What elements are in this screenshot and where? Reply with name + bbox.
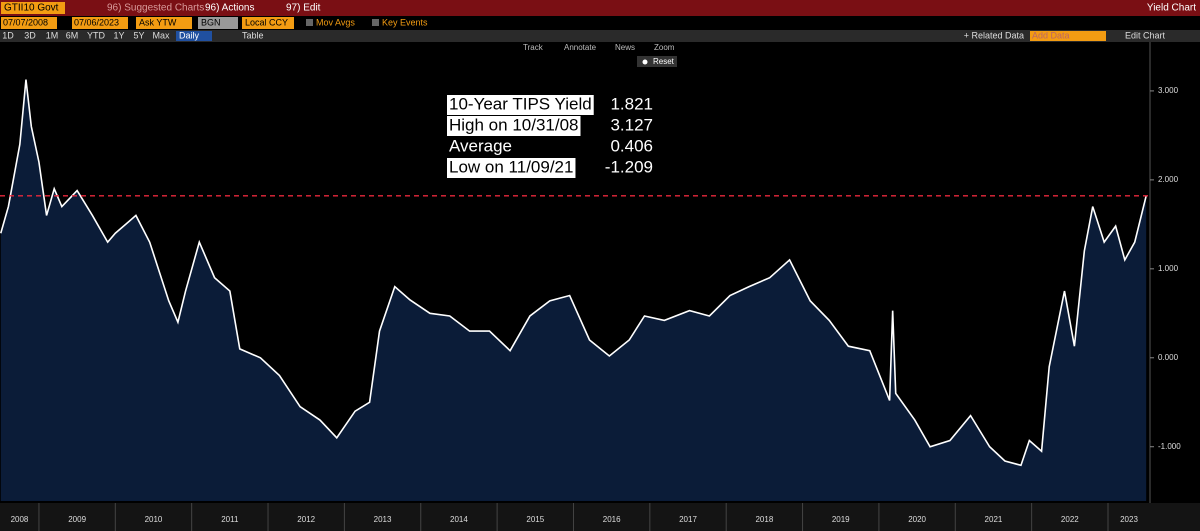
legend-label: High on 10/31/08 [449,115,579,134]
reset-icon [642,59,648,65]
field-box[interactable] [136,17,192,29]
checkbox[interactable] [372,19,379,26]
edit-chart[interactable]: Edit Chart [1125,30,1166,40]
legend-label: 10-Year TIPS Yield [449,94,592,113]
related-data[interactable]: + Related Data [964,30,1024,40]
x-tick-label: 2012 [297,515,315,524]
security[interactable]: GTII10 Govt [4,3,59,14]
y-tick-label: 3.000 [1158,86,1179,95]
chart-tool[interactable]: Zoom [654,43,675,52]
chart-tools: Track Annotate News Zoom [523,43,675,52]
reset-box[interactable] [637,56,677,67]
period-button[interactable]: 6M [66,30,79,40]
settings-bar [0,16,1200,30]
x-tick-label: 2011 [221,515,239,524]
table-button[interactable]: Table [242,30,264,40]
frequency[interactable]: Daily [179,30,200,40]
frequency-box[interactable] [176,31,212,41]
legend-label: Low on 11/09/21 [449,157,573,176]
start-date-box[interactable] [1,17,57,29]
chart-tool[interactable]: News [615,43,635,52]
mov-avgs[interactable]: Mov Avgs [316,17,355,27]
add-data[interactable]: Add Data [1032,30,1070,40]
legend-label-bg [447,116,581,136]
legend-value: 0.406 [610,136,653,155]
title-bar [0,0,1200,16]
y-tick-label: -1.000 [1158,442,1181,451]
y-tick-label: 0.000 [1158,353,1179,362]
period-button[interactable]: 3D [24,30,36,40]
edit-menu[interactable]: 97) Edit [286,3,321,14]
x-tick-label: 2021 [985,515,1003,524]
x-tick-label: 2016 [603,515,621,524]
x-tick-label: 2019 [832,515,850,524]
x-tick-label: 2020 [908,515,926,524]
end-date-box[interactable] [72,17,128,29]
legend-label-bg [447,158,576,178]
start-date[interactable]: 07/07/2008 [3,17,48,27]
source[interactable]: BGN [201,17,221,27]
reset[interactable]: Reset [653,57,675,66]
period-button[interactable]: YTD [87,30,106,40]
period-bar [0,30,1200,42]
x-tick-label: 2023 [1120,515,1138,524]
legend-label-bg [447,95,594,115]
x-tick-label: 2022 [1061,515,1079,524]
add-data-box[interactable] [1030,31,1106,41]
x-tick-label: 2018 [755,515,773,524]
source-box[interactable] [198,17,238,29]
security-box[interactable] [1,2,65,14]
x-tick-label: 2014 [450,515,468,524]
field[interactable]: Ask YTW [139,17,177,27]
chart-tool[interactable]: Annotate [564,43,597,52]
x-tick-label: 2017 [679,515,697,524]
window-title: Yield Chart [1147,3,1196,14]
currency-box[interactable] [242,17,294,29]
key-events[interactable]: Key Events [382,17,428,27]
x-axis-band [0,503,1200,531]
x-tick-label: 2009 [68,515,86,524]
period-button[interactable]: 5Y [133,30,144,40]
suggested-charts[interactable]: 96) Suggested Charts [107,3,204,14]
checkbox[interactable] [306,19,313,26]
legend-value: 1.821 [610,94,653,113]
period-buttons: 1D 3D 1M 6M YTD 1Y 5Y Max [2,30,170,40]
end-date[interactable]: 07/06/2023 [74,17,119,27]
legend-label-bg [447,137,587,157]
period-button[interactable]: 1D [2,30,14,40]
legend-value: 3.127 [610,115,653,134]
legend-label: Average [449,136,512,155]
line [0,79,1147,467]
currency[interactable]: Local CCY [245,17,288,27]
x-tick-label: 2008 [11,515,29,524]
period-button[interactable]: 1M [46,30,59,40]
period-button[interactable]: 1Y [113,30,124,40]
y-tick-label: 1.000 [1158,264,1179,273]
area-fill [0,79,1147,502]
x-tick-label: 2015 [526,515,544,524]
x-tick-label: 2013 [374,515,392,524]
actions-menu[interactable]: 96) Actions [205,3,254,14]
chart-tool[interactable]: Track [523,43,544,52]
period-button[interactable]: Max [152,30,170,40]
legend-value: -1.209 [605,157,653,176]
y-tick-label: 2.000 [1158,175,1179,184]
x-tick-label: 2010 [145,515,163,524]
